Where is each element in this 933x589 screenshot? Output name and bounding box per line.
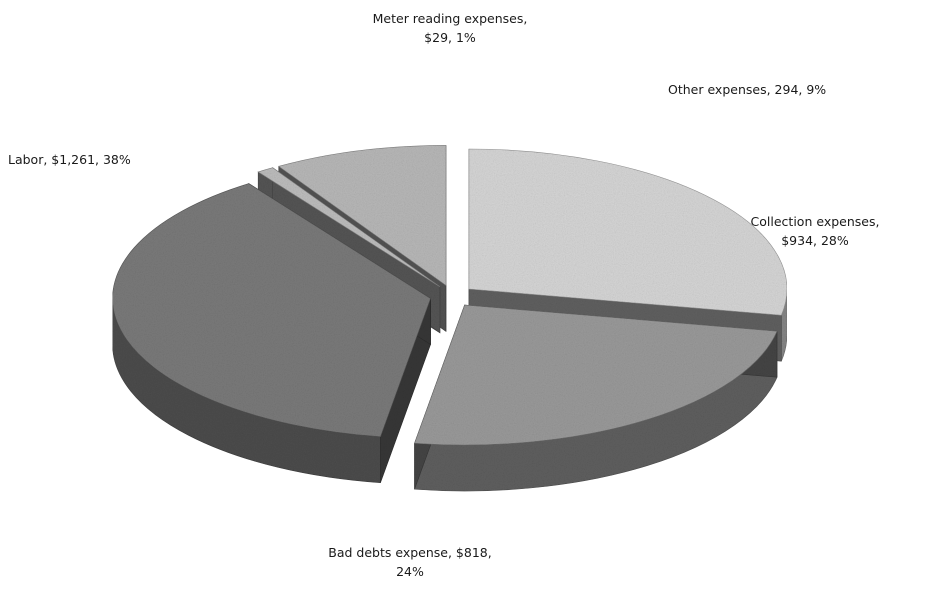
label-other-expenses: Other expenses, 294, 9%	[668, 80, 826, 99]
label-collection-expenses: Collection expenses, $934, 28%	[700, 212, 930, 250]
pie-slice-labor	[112, 183, 431, 484]
label-labor: Labor, $1,261, 38%	[8, 150, 131, 169]
pie-slice-top-labor	[112, 183, 431, 438]
pie-slice-top-collection-expenses	[468, 148, 788, 316]
label-bad-debts-line-1: Bad debts expense, $818,	[328, 545, 492, 560]
pie-slice-top-meter-reading-expenses	[257, 167, 441, 288]
label-bad-debts-line-2: 24%	[396, 564, 424, 579]
label-other-line-1: Other expenses, 294, 9%	[668, 82, 827, 97]
label-labor-line-1: Labor, $1,261, 38%	[8, 152, 131, 167]
label-meter-reading-expenses: Meter reading expenses, $29, 1%	[300, 9, 600, 47]
label-collection-line-2: $934, 28%	[781, 233, 849, 248]
label-collection-line-1: Collection expenses,	[750, 214, 880, 229]
label-meter-reading-line-1: Meter reading expenses,	[372, 11, 528, 26]
label-bad-debts-expense: Bad debts expense, $818, 24%	[260, 543, 560, 581]
pie-slice-bad-debts-expense	[414, 304, 778, 492]
label-meter-reading-line-2: $29, 1%	[424, 30, 476, 45]
pie-slice-top-bad-debts-expense	[414, 304, 778, 446]
pie-slice-top-other-expenses	[278, 145, 447, 287]
